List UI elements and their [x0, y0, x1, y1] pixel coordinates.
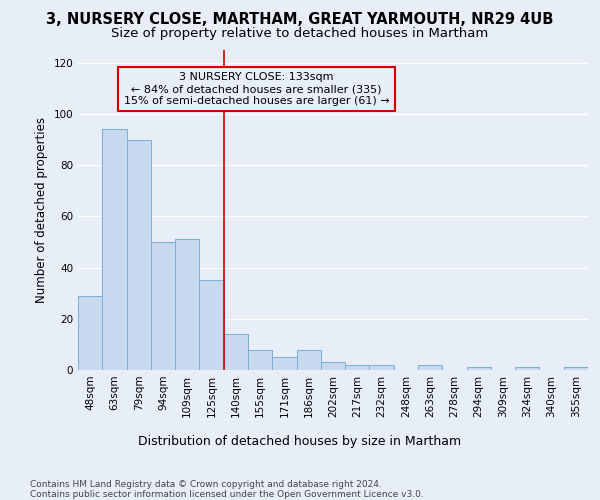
Bar	[296, 350, 321, 370]
Text: 3 NURSERY CLOSE: 133sqm
← 84% of detached houses are smaller (335)
15% of semi-d: 3 NURSERY CLOSE: 133sqm ← 84% of detache…	[124, 72, 389, 106]
Bar	[224, 334, 248, 370]
Bar	[151, 242, 175, 370]
Bar	[370, 365, 394, 370]
Bar	[418, 365, 442, 370]
Y-axis label: Number of detached properties: Number of detached properties	[35, 117, 48, 303]
Bar	[78, 296, 102, 370]
Bar	[102, 130, 127, 370]
Text: 3, NURSERY CLOSE, MARTHAM, GREAT YARMOUTH, NR29 4UB: 3, NURSERY CLOSE, MARTHAM, GREAT YARMOUT…	[46, 12, 554, 28]
Bar	[248, 350, 272, 370]
Bar	[345, 365, 370, 370]
Bar	[467, 368, 491, 370]
Bar	[272, 357, 296, 370]
Bar	[321, 362, 345, 370]
Bar	[175, 240, 199, 370]
Bar	[515, 368, 539, 370]
Text: Distribution of detached houses by size in Martham: Distribution of detached houses by size …	[139, 435, 461, 448]
Bar	[564, 368, 588, 370]
Text: Contains HM Land Registry data © Crown copyright and database right 2024.
Contai: Contains HM Land Registry data © Crown c…	[30, 480, 424, 500]
Text: Size of property relative to detached houses in Martham: Size of property relative to detached ho…	[112, 28, 488, 40]
Bar	[199, 280, 224, 370]
Bar	[127, 140, 151, 370]
